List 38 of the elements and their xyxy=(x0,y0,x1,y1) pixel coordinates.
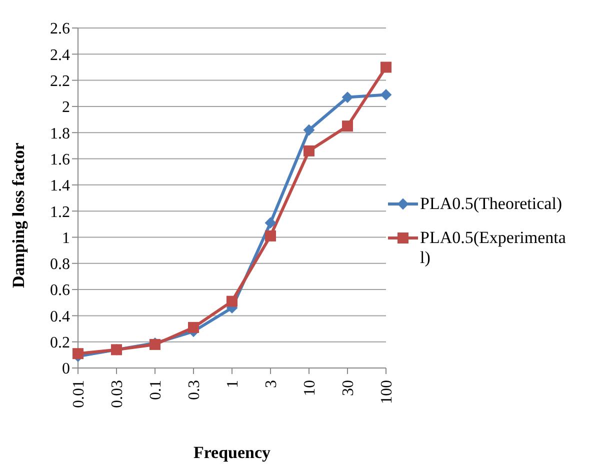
x-axis-title: Frequency xyxy=(193,443,272,462)
y-tick-label: 1.8 xyxy=(50,125,70,142)
x-tick-label: 3 xyxy=(262,380,280,388)
y-tick-label: 1.4 xyxy=(50,178,70,195)
point xyxy=(188,322,199,333)
x-tick-label: 10 xyxy=(301,380,318,396)
point xyxy=(304,145,314,156)
point xyxy=(380,89,392,100)
y-tick-label: 2.6 xyxy=(50,20,70,38)
point xyxy=(226,296,238,307)
x-tick-label: 0.3 xyxy=(186,380,203,400)
point xyxy=(265,217,276,228)
point xyxy=(72,348,84,360)
y-tick-label: 0 xyxy=(62,360,70,378)
point xyxy=(304,124,314,136)
y-axis-title: Damping loss factor xyxy=(9,142,28,288)
x-tick-label: 0.03 xyxy=(108,380,126,408)
point xyxy=(380,62,392,73)
y-tick-label: 1.6 xyxy=(50,151,70,168)
y-tick-label: 1.2 xyxy=(50,204,70,221)
x-tick-label: 30 xyxy=(340,380,357,396)
y-tick-label: 2 xyxy=(62,99,70,116)
x-tick-label: 100 xyxy=(378,380,396,404)
y-tick-label: 2.4 xyxy=(50,46,70,64)
x-tick-label: 0.1 xyxy=(147,380,164,400)
legend-label: PLA0.5(Experimental) xyxy=(420,228,567,268)
x-tick-label: 0.01 xyxy=(70,380,88,408)
point xyxy=(265,230,276,242)
point xyxy=(342,92,353,103)
x-tick-label: 1 xyxy=(224,380,242,388)
y-tick-label: 0.4 xyxy=(50,308,70,326)
point xyxy=(342,120,353,132)
y-tick-label: 0.2 xyxy=(50,334,70,352)
legend-label: PLA0.5(Theoretical) xyxy=(420,194,564,214)
y-tick-label: 0.8 xyxy=(50,256,70,274)
y-tick-label: 2.2 xyxy=(50,72,70,90)
y-tick-label: 1 xyxy=(62,230,70,247)
y-tick-label: 0.6 xyxy=(50,282,70,300)
